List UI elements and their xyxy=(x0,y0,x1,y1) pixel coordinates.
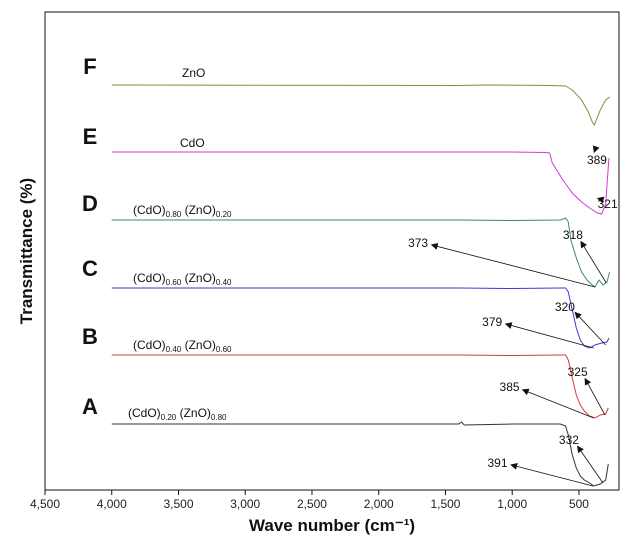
peak-label-325: 325 xyxy=(568,365,588,379)
x-tick-label: 4,000 xyxy=(97,497,127,511)
peak-arrow xyxy=(430,243,596,288)
peak-arrow xyxy=(580,240,607,284)
peak-arrow xyxy=(577,445,604,484)
peak-label-385: 385 xyxy=(500,380,520,394)
series-letter-E: E xyxy=(83,124,98,149)
series-label-D: (CdO)0.80 (ZnO)0.20 xyxy=(133,203,232,219)
peak-arrow xyxy=(596,196,605,204)
peak-arrow xyxy=(510,462,594,487)
series-line-C xyxy=(111,287,610,349)
series-label-C: (CdO)0.60 (ZnO)0.40 xyxy=(133,271,232,287)
x-axis: 4,500 4,000 3,500 3,000 2,500 2,000 1,500 1,000… xyxy=(30,490,589,511)
label-layer: F ZnO E CdO D (CdO)0.80 (ZnO)0.20 C (CdO)0.60 (… xyxy=(82,54,232,422)
series-label-E: CdO xyxy=(180,136,205,150)
peak-label-320: 320 xyxy=(555,300,575,314)
x-tick-label: 2,000 xyxy=(364,497,394,511)
peak-label-389: 389 xyxy=(587,153,607,167)
x-tick-label: 4,500 xyxy=(30,497,60,511)
peak-label-379: 379 xyxy=(482,315,502,329)
x-tick-label: 3,500 xyxy=(163,497,193,511)
y-axis-title: Transmittance (%) xyxy=(17,178,36,324)
series-label-B: (CdO)0.40 (ZnO)0.60 xyxy=(133,338,232,354)
plot-frame xyxy=(44,11,620,491)
x-tick-label: 2,500 xyxy=(297,497,327,511)
series-line-B xyxy=(111,354,609,419)
series-letter-F: F xyxy=(83,54,96,79)
x-tick-label: 1,500 xyxy=(430,497,460,511)
series-layer xyxy=(111,84,611,487)
series-line-D xyxy=(111,217,611,288)
peak-arrow xyxy=(592,145,600,154)
peak-label-391: 391 xyxy=(488,456,508,470)
peak-label-332: 332 xyxy=(559,433,579,447)
x-tick-label: 500 xyxy=(569,497,589,511)
series-label-A: (CdO)0.20 (ZnO)0.80 xyxy=(128,406,227,422)
peak-arrow xyxy=(504,322,594,349)
x-axis-title: Wave number (cm⁻¹) xyxy=(249,516,415,535)
series-letter-A: A xyxy=(82,394,98,419)
series-letter-B: B xyxy=(82,324,98,349)
series-letter-C: C xyxy=(82,256,98,281)
series-line-E xyxy=(111,151,610,215)
x-tick-label: 1,000 xyxy=(497,497,527,511)
peak-arrow xyxy=(521,388,594,419)
series-label-F: ZnO xyxy=(182,66,205,80)
series-letter-D: D xyxy=(82,191,98,216)
series-line-F xyxy=(111,84,611,127)
peak-label-373: 373 xyxy=(408,236,428,250)
peak-arrow xyxy=(574,311,606,346)
x-tick-label: 3,000 xyxy=(230,497,260,511)
series-line-A xyxy=(111,421,609,487)
peak-arrow xyxy=(584,377,606,416)
peak-label-318: 318 xyxy=(563,228,583,242)
